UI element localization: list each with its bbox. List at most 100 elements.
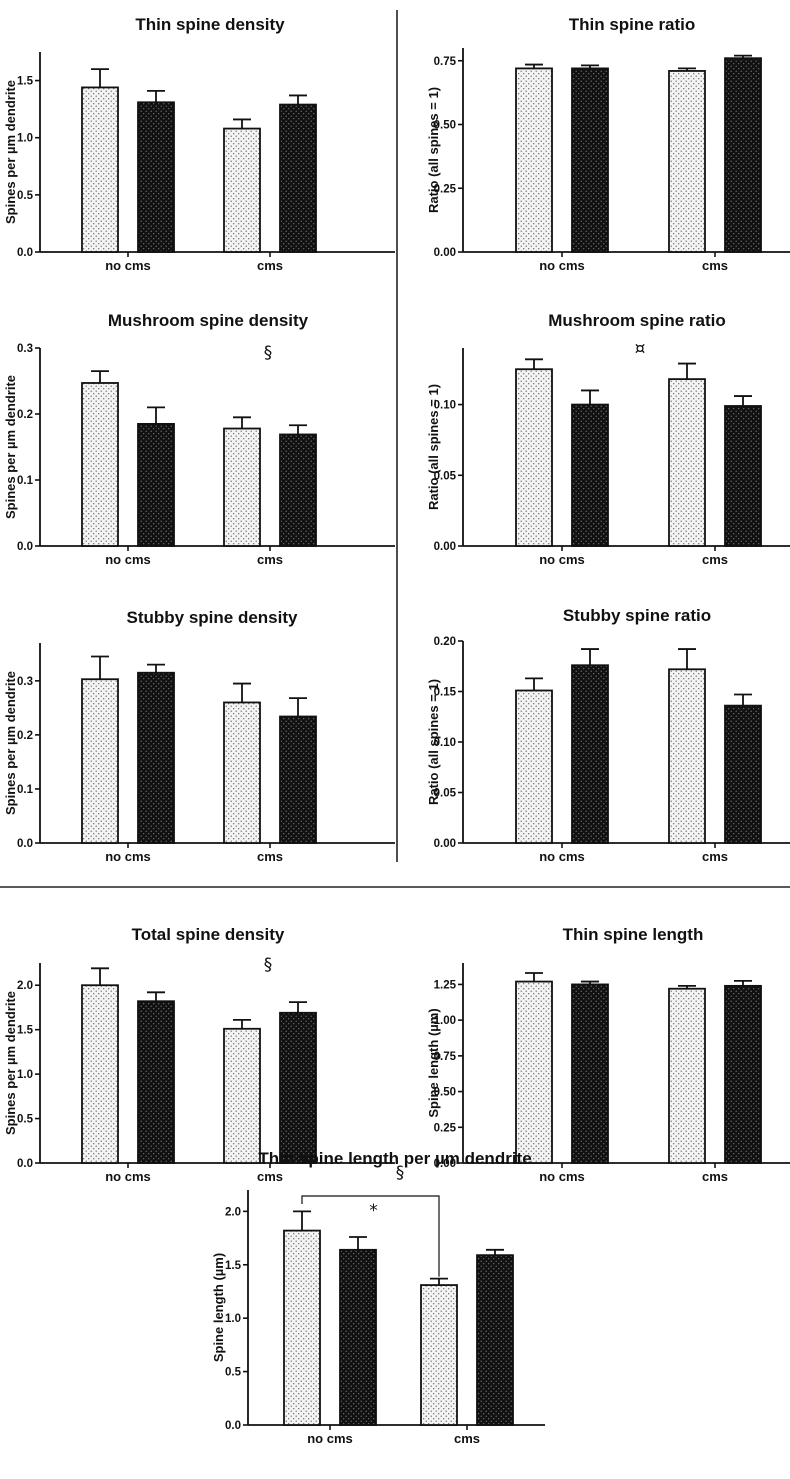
bar-treated (724, 704, 762, 844)
y-tick-label: 0.75 (434, 56, 457, 68)
y-tick-label: 0.25 (434, 183, 457, 195)
x-tick-label: cms (257, 849, 283, 864)
bar-treated (279, 715, 317, 844)
chart-title: Stubby spine ratio (563, 606, 711, 625)
bar-control (223, 701, 261, 844)
y-tick-label: 0.15 (434, 687, 457, 699)
y-tick-label: 0.1 (17, 784, 34, 796)
bar-control (668, 378, 706, 547)
x-tick-label: cms (702, 552, 728, 567)
y-tick-label: 0.20 (434, 636, 456, 648)
y-axis-label: Spine length (µm) (426, 1008, 441, 1117)
y-tick-label: 0.3 (17, 343, 33, 355)
x-tick-label: no cms (539, 552, 585, 567)
bar-treated (279, 433, 317, 547)
y-tick-label: 0.00 (434, 838, 456, 850)
y-tick-label: 1.5 (225, 1260, 242, 1272)
chart-title: Thin spine ratio (569, 15, 696, 34)
y-tick-label: 1.0 (17, 1069, 33, 1081)
significance-star: * (369, 1201, 378, 1221)
y-axis-label: Ratio (all spines = 1) (426, 87, 441, 213)
y-tick-label: 1.5 (17, 76, 34, 88)
bar-treated (571, 983, 609, 1164)
bar-control (81, 382, 119, 547)
chart-title: Mushroom spine ratio (548, 311, 726, 330)
chart-thin-spine-density: Thin spine density Spines per µm dendrite… (3, 15, 395, 273)
y-tick-label: 0.1 (17, 475, 34, 487)
y-tick-label: 0.25 (434, 1122, 457, 1134)
y-tick-label: 0.5 (17, 190, 34, 202)
bar-control (283, 1229, 321, 1426)
y-tick-label: 0.05 (434, 788, 457, 800)
bar-treated (476, 1254, 514, 1426)
bar-control (81, 678, 119, 844)
bar-treated (724, 57, 762, 253)
x-tick-label: no cms (105, 552, 151, 567)
bar-control (668, 668, 706, 844)
y-axis-label: Ratio (all spines = 1) (426, 384, 441, 510)
chart-panels: Thin spine density Spines per µm dendrite… (3, 15, 790, 1446)
x-tick-label: cms (454, 1431, 480, 1446)
chart-stubby-spine-ratio: Stubby spine ratio Ratio (all spines = 1)… (426, 606, 790, 864)
y-tick-label: 1.25 (434, 979, 457, 991)
y-axis-label: Spine length (µm) (211, 1253, 226, 1362)
annotation-symbol: § (264, 343, 273, 363)
y-tick-label: 0.00 (434, 1158, 456, 1170)
chart-thin-spine-length: Thin spine length Spine length (µm) 0.00 0.… (426, 925, 790, 1184)
x-tick-label: cms (702, 849, 728, 864)
bar-control (515, 67, 553, 253)
chart-title: Mushroom spine density (108, 311, 309, 330)
y-tick-label: 0.0 (17, 838, 33, 850)
bar-treated (724, 984, 762, 1164)
bar-control (223, 427, 261, 547)
x-tick-label: no cms (539, 258, 585, 273)
y-tick-label: 0.0 (17, 247, 33, 259)
bar-control (515, 980, 553, 1164)
bar-treated (137, 1000, 175, 1164)
bar-control (81, 984, 119, 1164)
annotation-symbol: § (264, 955, 273, 975)
x-tick-label: no cms (105, 849, 151, 864)
significance-bracket (301, 1195, 440, 1277)
y-axis-label: Spines per µm dendrite (3, 991, 18, 1135)
y-tick-label: 0.3 (17, 676, 33, 688)
y-tick-label: 0.10 (434, 400, 456, 412)
bar-control (515, 368, 553, 547)
y-tick-label: 1.00 (434, 1015, 456, 1027)
x-tick-label: cms (702, 258, 728, 273)
y-tick-label: 2.0 (225, 1206, 241, 1218)
x-tick-label: no cms (105, 1169, 151, 1184)
y-axis-label: Spines per µm dendrite (3, 375, 18, 519)
y-tick-label: 0.05 (434, 470, 457, 482)
x-tick-label: cms (257, 552, 283, 567)
x-tick-label: cms (702, 1169, 728, 1184)
chart-mushroom-spine-density: Mushroom spine density Spines per µm dend… (3, 311, 395, 567)
y-axis-label: Spines per µm dendrite (3, 80, 18, 224)
y-axis-label: Spines per µm dendrite (3, 671, 18, 815)
y-tick-label: 0.75 (434, 1051, 457, 1063)
y-tick-label: 0.0 (225, 1420, 241, 1432)
y-tick-label: 2.0 (17, 980, 33, 992)
chart-thin-spine-length-per-um: Thin spine length per µm dendrite Spine l… (211, 1149, 545, 1446)
bar-control (223, 1027, 261, 1164)
y-tick-label: 0.0 (17, 1158, 33, 1170)
y-tick-label: 0.10 (434, 737, 456, 749)
chart-title: Thin spine length (563, 925, 704, 944)
y-axis-label: Ratio (all spines = 1) (426, 679, 441, 805)
y-tick-label: 0.50 (434, 1087, 456, 1099)
y-tick-label: 0.0 (17, 541, 33, 553)
y-tick-label: 0.5 (17, 1114, 34, 1126)
y-tick-label: 1.0 (17, 133, 33, 145)
bar-treated (137, 422, 175, 547)
annotation-symbol: ¤ (635, 339, 646, 359)
x-tick-label: cms (257, 258, 283, 273)
x-tick-label: no cms (539, 1169, 585, 1184)
bar-treated (137, 101, 175, 253)
x-tick-label: no cms (105, 258, 151, 273)
y-tick-label: 0.2 (17, 409, 33, 421)
annotation-symbol: § (396, 1163, 405, 1183)
y-tick-label: 1.0 (225, 1313, 241, 1325)
bar-control (515, 689, 553, 844)
